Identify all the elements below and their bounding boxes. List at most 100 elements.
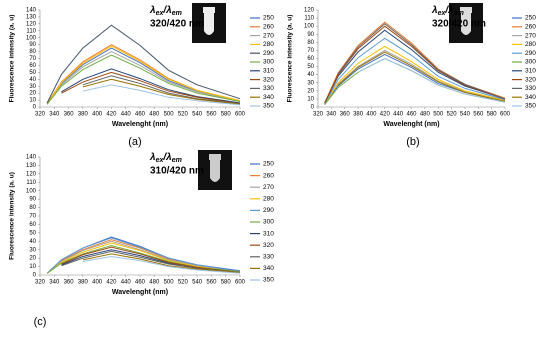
y-tick-label: 100 — [304, 24, 315, 30]
y-tick-label: 90 — [29, 42, 36, 48]
legend-label: 350 — [525, 103, 536, 110]
tube-photo — [198, 150, 232, 190]
x-tick-label: 380 — [353, 112, 364, 118]
annotation-symbol: λ — [149, 5, 156, 16]
panel-label: (a) — [128, 136, 141, 148]
x-tick-label: 400 — [366, 112, 377, 118]
legend-label: 250 — [525, 15, 536, 22]
y-tick-label: 140 — [26, 155, 37, 161]
y-tick-label: 10 — [29, 98, 36, 104]
y-tick-label: 10 — [307, 96, 314, 102]
x-tick-label: 340 — [326, 112, 337, 118]
series-line — [324, 25, 506, 104]
annotation-symbol: /λ — [162, 5, 171, 16]
x-tick-label: 580 — [487, 112, 498, 118]
y-tick-label: 130 — [26, 15, 37, 21]
series-line — [357, 57, 506, 103]
y-tick-label: 70 — [307, 48, 314, 54]
x-axis-title: Wavelenght (nm) — [383, 121, 439, 128]
series-line — [337, 23, 506, 100]
y-tick-label: 100 — [26, 35, 37, 41]
legend-label: 320 — [263, 242, 274, 249]
panel-label: (b) — [406, 136, 419, 148]
annotation: λex/λem — [149, 5, 182, 17]
y-tick-label: 70 — [29, 56, 36, 62]
series-line — [82, 84, 241, 106]
x-tick-label: 560 — [206, 112, 217, 118]
x-tick-label: 520 — [447, 112, 458, 118]
x-tick-label: 420 — [106, 280, 117, 286]
series-line — [324, 37, 506, 105]
series-line — [82, 75, 241, 105]
x-tick-label: 500 — [433, 112, 444, 118]
x-tick-label: 360 — [340, 112, 351, 118]
series-line — [46, 242, 241, 274]
annotation-symbol: /λ — [444, 5, 453, 16]
series-line — [324, 49, 506, 105]
x-tick-label: 440 — [121, 280, 132, 286]
annotation-symbol: /λ — [162, 152, 171, 163]
annotation-subscript: em — [454, 10, 464, 17]
annotation-subscript: ex — [438, 10, 447, 17]
y-tick-label: 50 — [29, 70, 36, 76]
x-tick-label: 460 — [135, 112, 146, 118]
series-line — [82, 253, 241, 273]
x-tick-label: 460 — [135, 280, 146, 286]
x-tick-label: 480 — [149, 280, 160, 286]
y-tick-label: 0 — [311, 105, 315, 111]
y-axis-title: Fluorescence intensity (a. u) — [9, 15, 16, 103]
annotation-subscript: ex — [156, 10, 165, 17]
legend-label: 300 — [263, 219, 274, 226]
y-tick-label: 90 — [307, 32, 314, 38]
series-line — [324, 29, 506, 104]
legend-label: 340 — [263, 265, 274, 272]
x-tick-label: 520 — [178, 280, 189, 286]
y-tick-label: 30 — [29, 247, 36, 253]
series-line — [46, 54, 241, 105]
legend-label: 330 — [263, 85, 274, 92]
legend-label: 290 — [263, 50, 274, 57]
series-line — [46, 240, 241, 274]
y-tick-label: 0 — [33, 273, 37, 279]
x-tick-label: 580 — [221, 280, 232, 286]
y-tick-label: 40 — [29, 77, 36, 83]
legend-label: 310 — [263, 68, 274, 75]
x-tick-label: 520 — [178, 112, 189, 118]
x-tick-label: 580 — [221, 112, 232, 118]
x-tick-label: 460 — [406, 112, 417, 118]
y-tick-label: 20 — [29, 91, 36, 97]
series-line — [61, 68, 241, 104]
legend-label: 350 — [263, 277, 274, 284]
annotation-subscript: ex — [156, 157, 165, 164]
y-tick-label: 120 — [26, 21, 37, 27]
y-tick-label: 40 — [29, 239, 36, 245]
series-line — [46, 47, 241, 105]
y-tick-label: 70 — [29, 214, 36, 220]
legend-label: 260 — [263, 24, 274, 31]
y-tick-label: 110 — [26, 180, 36, 186]
series-line — [61, 246, 241, 273]
series-line — [324, 57, 506, 105]
x-tick-label: 440 — [393, 112, 404, 118]
legend-label: 340 — [525, 94, 536, 101]
x-tick-label: 600 — [235, 280, 246, 286]
x-tick-label: 500 — [164, 280, 175, 286]
legend-label: 290 — [263, 207, 274, 214]
x-tick-label: 360 — [64, 112, 75, 118]
annotation-value: 320/420 nm — [150, 19, 204, 30]
legend-label: 270 — [263, 184, 274, 191]
y-tick-label: 30 — [29, 84, 36, 90]
x-tick-label: 420 — [380, 112, 391, 118]
x-tick-label: 540 — [192, 112, 203, 118]
legend-label: 300 — [263, 59, 274, 66]
legend-label: 250 — [263, 161, 274, 168]
y-tick-label: 60 — [307, 56, 314, 62]
x-tick-label: 340 — [49, 280, 60, 286]
legend-label: 290 — [525, 50, 536, 57]
series-line — [82, 78, 241, 105]
y-tick-label: 0 — [33, 105, 37, 111]
tube-photo — [192, 3, 226, 43]
